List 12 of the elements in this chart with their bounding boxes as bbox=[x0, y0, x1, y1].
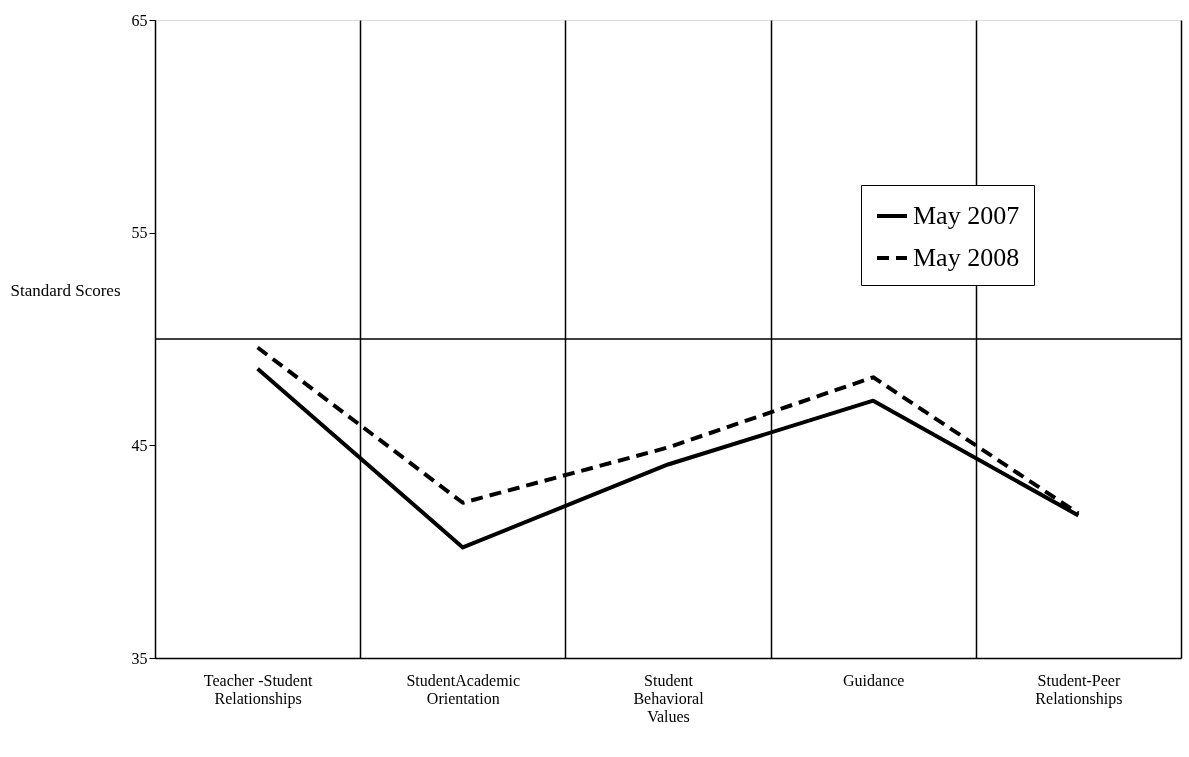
y-tick-label: 65 bbox=[131, 11, 148, 29]
y-tick-label: 35 bbox=[131, 649, 148, 667]
x-tick-label: Student-Peer Relationships bbox=[1035, 671, 1123, 708]
x-tick-label: StudentAcademic Orientation bbox=[406, 671, 521, 707]
y-tick-label: 45 bbox=[131, 436, 148, 454]
y-axis-title: Standard Scores bbox=[10, 280, 121, 300]
x-tick-label: Guidance bbox=[843, 671, 905, 689]
legend-label: May 2008 bbox=[913, 243, 1020, 272]
y-tick-label: 55 bbox=[131, 224, 148, 242]
x-tick-label: Student Behavioral Values bbox=[633, 671, 705, 725]
legend-label: May 2007 bbox=[913, 201, 1020, 230]
x-tick-label: Teacher -Student Relationships bbox=[203, 671, 313, 708]
